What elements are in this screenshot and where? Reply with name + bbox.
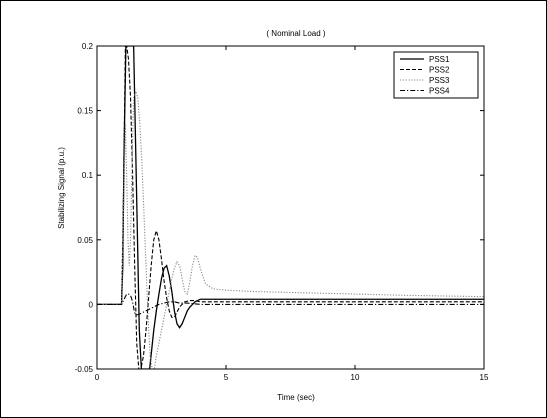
- legend-label-pss2: PSS2: [429, 66, 450, 75]
- y-tick-label: 0.1: [82, 171, 94, 180]
- y-tick-label: 0.05: [77, 236, 93, 245]
- y-tick-label: 0: [89, 300, 94, 309]
- x-axis-label: Time (sec): [277, 393, 315, 402]
- x-tick-label: 10: [351, 373, 360, 382]
- series-line-pss1: [97, 46, 484, 369]
- y-axis-label: Stabilizing Signal (p.u.): [57, 147, 66, 229]
- series-line-pss4: [97, 293, 484, 316]
- x-tick-label: 15: [480, 373, 489, 382]
- y-tick-label: 0.2: [82, 42, 94, 51]
- series-line-pss3: [97, 89, 484, 369]
- series-layer: [97, 46, 484, 369]
- legend-label-pss1: PSS1: [429, 55, 450, 64]
- legend-label-pss4: PSS4: [429, 87, 450, 96]
- y-tick-label: -0.05: [75, 365, 94, 374]
- series-line-pss2: [97, 46, 484, 369]
- x-tick-label: 0: [95, 373, 100, 382]
- x-tick-label: 5: [224, 373, 229, 382]
- axes-box: [96, 45, 485, 370]
- legend-label-pss3: PSS3: [429, 76, 450, 85]
- chart-title: ( Nominal Load ): [266, 29, 325, 38]
- y-tick-label: 0.15: [77, 107, 93, 116]
